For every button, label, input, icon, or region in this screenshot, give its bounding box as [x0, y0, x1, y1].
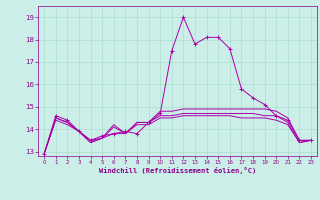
X-axis label: Windchill (Refroidissement éolien,°C): Windchill (Refroidissement éolien,°C): [99, 167, 256, 174]
